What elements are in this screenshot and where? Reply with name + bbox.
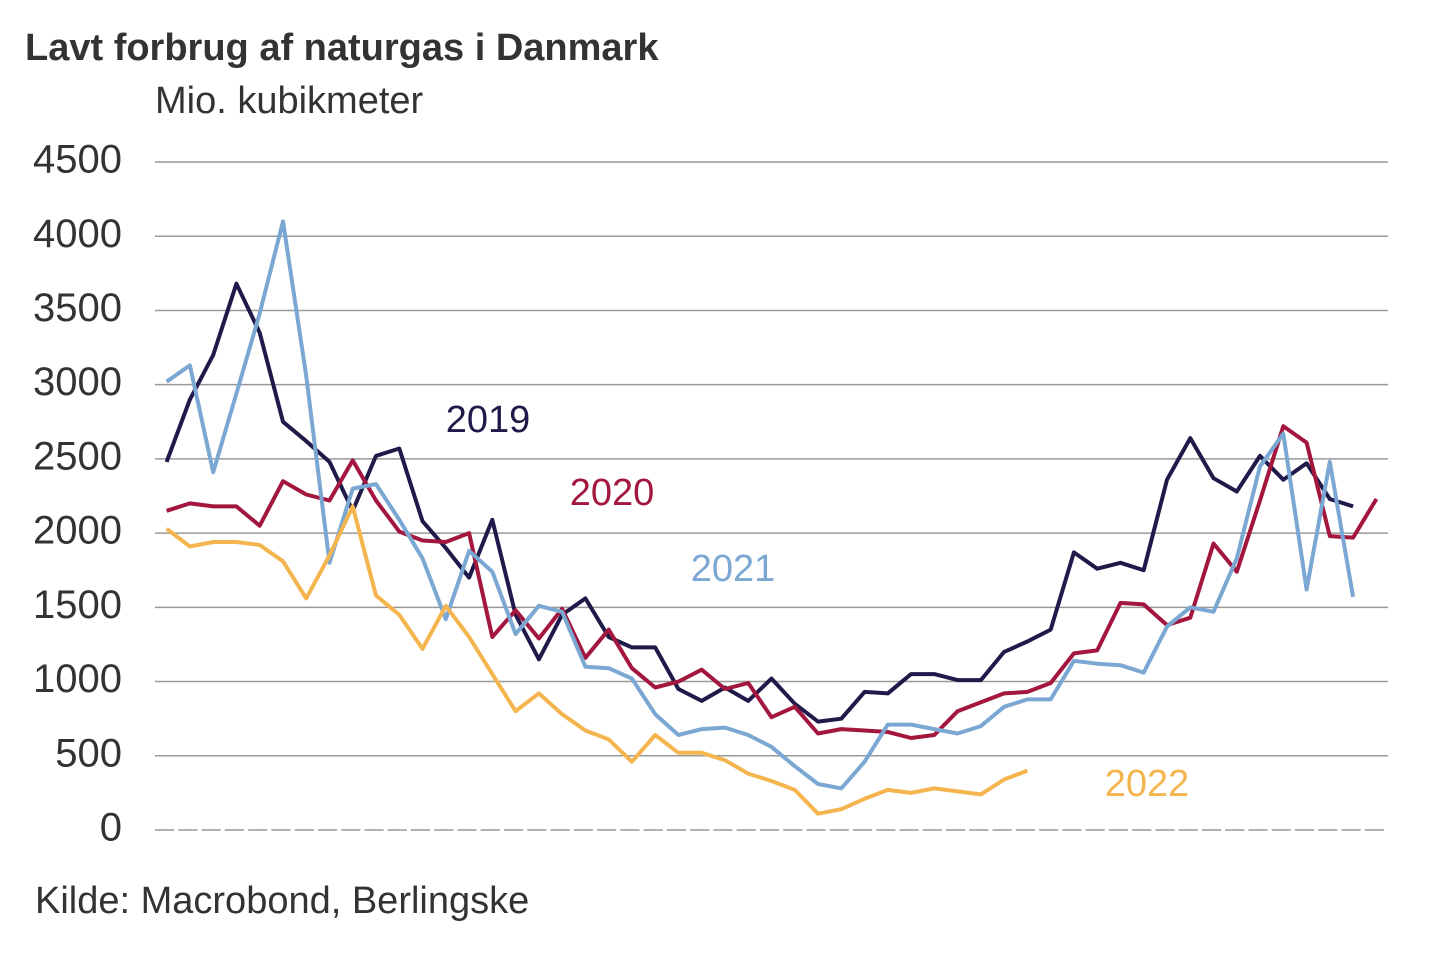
series-label: 2022 — [1105, 763, 1190, 805]
source: Kilde: Macrobond, Berlingske — [35, 880, 529, 922]
y-tick-label: 2500 — [33, 434, 122, 478]
y-unit: Mio. kubikmeter — [155, 80, 424, 122]
y-tick-label: 3500 — [33, 286, 122, 330]
y-tick-label: 1500 — [33, 583, 122, 627]
y-tick-label: 4000 — [33, 212, 122, 256]
series-line — [165, 504, 1029, 816]
series-label: 2021 — [691, 548, 776, 590]
chart-title: Lavt forbrug af naturgas i Danmark — [25, 27, 659, 69]
y-tick-label: 0 — [100, 806, 122, 850]
y-tick-label: 2000 — [33, 509, 122, 553]
series-label: 2020 — [570, 472, 655, 514]
y-tick-label: 4500 — [33, 138, 122, 182]
y-tick-label: 500 — [55, 731, 122, 775]
series-line — [164, 281, 1354, 724]
series-label: 2019 — [446, 399, 531, 441]
y-tick-label: 3000 — [33, 360, 122, 404]
series-line — [165, 219, 1356, 791]
y-tick-label: 1000 — [33, 657, 122, 701]
